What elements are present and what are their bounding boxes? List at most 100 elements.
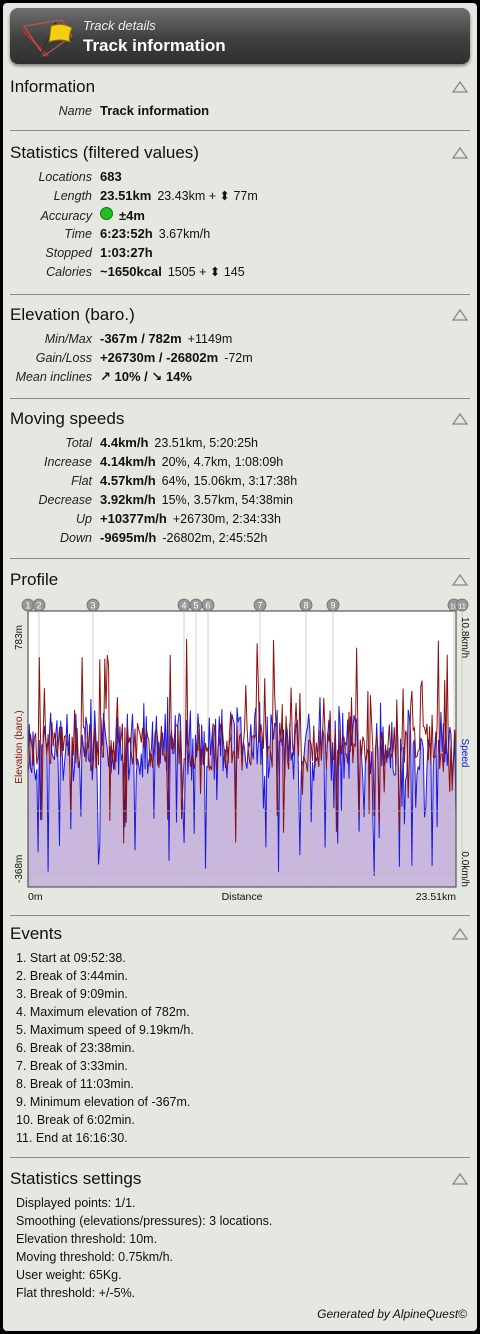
event-item: 8. Break of 11:03min. — [16, 1077, 134, 1091]
setting-item: Moving threshold: 0.75km/h. — [16, 1250, 174, 1264]
event-marker-number: 1 — [25, 601, 30, 611]
stat-row: Increase 4.14km/h 20%, 4.7km, 1:08:09h — [44, 454, 284, 469]
y-right-top-label: 10.8km/h — [459, 617, 470, 658]
elevation-header[interactable]: Elevation (baro.) — [10, 305, 135, 324]
y-right-axis-label: Speed — [459, 739, 470, 768]
event-item: 7. Break of 3:33min. — [16, 1059, 128, 1073]
stat-row: Mean inclines ↗ 10% / ↘ 14% — [15, 369, 192, 384]
event-item: 5. Maximum speed of 9.19km/h. — [16, 1023, 194, 1037]
stat-row: Stopped 1:03:27h — [45, 245, 153, 260]
event-marker-badge[interactable] — [455, 598, 469, 612]
divider — [10, 130, 470, 131]
event-item: 11. End at 16:16:30. — [16, 1131, 128, 1145]
event-marker-number: 8 — [303, 601, 308, 611]
x-start-label: 0m — [28, 891, 43, 903]
divider — [10, 915, 470, 916]
accuracy-status-dot-icon — [100, 207, 113, 220]
collapse-icon[interactable] — [452, 574, 468, 586]
event-marker-badge[interactable] — [299, 598, 313, 612]
setting-item: User weight: 65Kg. — [16, 1268, 122, 1282]
footer-credit: Generated by AlpineQuest© — [317, 1307, 467, 1321]
x-end-label: 23.51km — [416, 891, 457, 903]
event-item: 6. Break of 23:38min. — [16, 1041, 135, 1055]
event-marker-number: 3 — [90, 601, 95, 611]
stat-row: Decrease 3.92km/h 15%, 3.57km, 54:38min — [38, 492, 293, 507]
name-value: Track information — [100, 103, 210, 118]
divider — [10, 398, 470, 399]
information-header[interactable]: Information — [10, 77, 96, 96]
event-marker-badge[interactable] — [326, 598, 340, 612]
statistics-section: Statistics (filtered values) Locations 68… — [10, 141, 470, 283]
event-marker-number: 9 — [330, 601, 335, 611]
settings-list: Displayed points: 1/1. Smoothing (elevat… — [10, 1194, 470, 1302]
profile-header[interactable]: Profile — [10, 570, 59, 589]
stat-row: Total 4.4km/h 23.51km, 5:20:25h — [65, 435, 258, 450]
stat-row: Length 23.51km 23.43km + ⬍ 77m — [53, 188, 258, 203]
statistics-header[interactable]: Statistics (filtered values) — [10, 143, 199, 162]
event-marker-badge[interactable] — [32, 598, 46, 612]
elevation-line — [27, 638, 457, 844]
name-label: Name — [58, 104, 92, 118]
setting-item: Flat threshold: +/-5%. — [16, 1286, 136, 1300]
stat-row: Calories ~1650kcal 1505 + ⬍ 145 — [46, 264, 245, 279]
events-header[interactable]: Events — [10, 924, 62, 943]
event-marker-number: 7 — [257, 601, 262, 611]
information-section: Information Name Track information — [10, 75, 470, 122]
profile-section: Profile — [10, 568, 470, 592]
speeds-header[interactable]: Moving speeds — [10, 409, 125, 428]
event-marker-number: 10 — [450, 602, 458, 611]
profile-chart-svg[interactable]: 1 2 3 4 5 6 7 8 9 10 11 783m -368m Elevation (baro… — [10, 597, 470, 907]
plot-border — [27, 610, 457, 888]
collapse-icon[interactable] — [452, 81, 468, 93]
flag-icon — [21, 19, 73, 57]
y-left-axis-label: Elevation (baro.) — [14, 710, 25, 783]
app-frame: Track details Track information Informat… — [3, 3, 477, 1331]
event-marker-badge[interactable] — [253, 598, 267, 612]
collapse-icon[interactable] — [452, 1173, 468, 1185]
event-marker-number: 4 — [181, 601, 186, 611]
collapse-icon[interactable] — [452, 928, 468, 940]
events-list: 1. Start at 09:52:38. 2. Break of 3:44mi… — [10, 949, 470, 1147]
stat-row: Gain/Loss +26730m / -26802m -72m — [35, 350, 253, 365]
event-marker-number: 5 — [193, 601, 198, 611]
event-marker-badge[interactable] — [201, 598, 215, 612]
stat-row: Flat 4.57km/h 64%, 15.06km, 3:17:38h — [71, 473, 298, 488]
stat-row: Min/Max -367m / 782m +1149m — [44, 331, 233, 346]
events-section: Events 1. Start at 09:52:38. 2. Break of… — [10, 922, 470, 1147]
stat-row: Down -9695m/h -26802m, 2:45:52h — [60, 530, 268, 545]
stat-row: Accuracy ±4m — [40, 207, 145, 223]
header-title: Track information — [83, 36, 226, 55]
collapse-icon[interactable] — [452, 413, 468, 425]
setting-item: Smoothing (elevations/pressures): 3 loca… — [16, 1214, 273, 1228]
profile-chart[interactable]: 1 2 3 4 5 6 7 8 9 10 11 783m -368m Elevation (baro… — [10, 597, 470, 907]
stat-row: Time 6:23:52h 3.67km/h — [64, 226, 211, 241]
header-subtitle: Track details — [83, 18, 156, 33]
y-left-top-label: 783m — [14, 625, 25, 650]
settings-header[interactable]: Statistics settings — [10, 1169, 142, 1188]
setting-item: Displayed points: 1/1. — [16, 1196, 136, 1210]
divider — [10, 558, 470, 559]
y-left-bottom-label: -368m — [14, 855, 25, 883]
settings-section: Statistics settings Displayed points: 1/… — [10, 1167, 470, 1302]
elevation-section: Elevation (baro.) Min/Max -367m / 782m +11… — [10, 303, 470, 388]
event-marker-number: 11 — [458, 602, 466, 611]
speeds-section: Moving speeds Total 4.4km/h 23.51km, 5:20:… — [10, 407, 470, 549]
event-item: 3. Break of 9:09min. — [16, 987, 128, 1001]
event-marker-badges: 1 2 3 4 5 6 7 8 9 10 11 — [21, 598, 469, 612]
collapse-icon[interactable] — [452, 309, 468, 321]
divider — [10, 294, 470, 295]
event-marker-number: 2 — [36, 601, 41, 611]
y-right-bottom-label: 0.0km/h — [459, 851, 470, 887]
setting-item: Elevation threshold: 10m. — [16, 1232, 158, 1246]
event-item: 2. Break of 3:44min. — [16, 969, 128, 983]
x-axis-label: Distance — [222, 891, 263, 903]
stat-row: Up +10377m/h +26730m, 2:34:33h — [76, 511, 281, 526]
event-item: 4. Maximum elevation of 782m. — [16, 1005, 190, 1019]
event-item: 10. Break of 6:02min. — [16, 1113, 135, 1127]
event-item: 9. Minimum elevation of -367m. — [16, 1095, 191, 1109]
divider — [10, 1157, 470, 1158]
title-bar: Track details Track information — [10, 8, 470, 64]
collapse-icon[interactable] — [452, 147, 468, 159]
event-marker-badge[interactable] — [86, 598, 100, 612]
stat-row: Locations 683 — [38, 169, 122, 184]
